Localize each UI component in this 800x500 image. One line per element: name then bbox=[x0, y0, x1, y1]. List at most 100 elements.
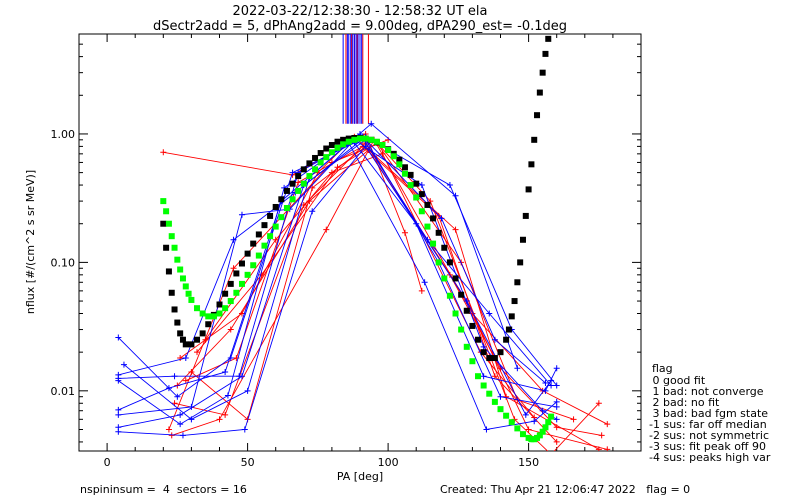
black-fit-point bbox=[418, 191, 425, 198]
blue-data-point bbox=[480, 373, 487, 380]
blue-data-point bbox=[224, 392, 231, 399]
green-fit-point bbox=[317, 159, 324, 166]
blue-data-point bbox=[553, 382, 560, 389]
green-fit-point bbox=[267, 233, 274, 240]
black-fit-point bbox=[519, 236, 526, 243]
black-fit-point bbox=[227, 280, 234, 287]
black-fit-point bbox=[272, 203, 279, 210]
black-fit-point bbox=[430, 215, 437, 222]
blue-data-point bbox=[115, 428, 122, 435]
blue-data-point bbox=[362, 143, 369, 150]
black-fit-point bbox=[508, 313, 515, 320]
green-fit-point bbox=[182, 283, 189, 290]
red-data-point bbox=[323, 226, 330, 233]
black-fit-point bbox=[396, 156, 403, 163]
green-fit-point bbox=[475, 373, 482, 380]
black-fit-point bbox=[475, 336, 482, 343]
blue-data-point bbox=[230, 236, 237, 243]
red-data-point bbox=[258, 271, 265, 278]
green-fit-point bbox=[542, 424, 549, 431]
green-fit-point bbox=[278, 214, 285, 221]
legend-item: 0 good fit bbox=[649, 374, 706, 387]
legend-item: 1 bad: not converge bbox=[649, 385, 764, 398]
black-fit-point bbox=[171, 306, 178, 313]
green-fit-point bbox=[357, 135, 363, 142]
green-fit-point bbox=[379, 142, 386, 149]
red-data-point bbox=[379, 150, 386, 157]
black-fit-point bbox=[323, 145, 330, 152]
red-series-line bbox=[174, 142, 608, 450]
blue-data-point bbox=[289, 169, 296, 176]
black-fit-point bbox=[497, 349, 504, 356]
black-fit-point bbox=[306, 160, 313, 167]
blue-data-point bbox=[446, 182, 453, 189]
black-fit-point bbox=[317, 150, 324, 157]
green-fit-point bbox=[514, 425, 521, 432]
blue-data-point bbox=[165, 385, 172, 392]
blue-data-point bbox=[553, 398, 560, 405]
blue-data-point bbox=[438, 215, 445, 222]
green-fit-point bbox=[283, 205, 290, 212]
black-fit-point bbox=[463, 307, 470, 314]
black-fit-point bbox=[233, 270, 240, 277]
green-fit-point bbox=[328, 149, 335, 156]
green-fit-point bbox=[177, 266, 184, 273]
blue-data-point bbox=[553, 365, 560, 372]
red-data-point bbox=[230, 265, 237, 272]
legend-item: 2 bad: no fit bbox=[649, 396, 720, 409]
black-fit-point bbox=[334, 138, 341, 145]
green-fit-point bbox=[295, 187, 302, 194]
red-series-line bbox=[191, 139, 608, 425]
blue-data-point bbox=[539, 407, 546, 414]
black-fit-point bbox=[312, 154, 319, 161]
blue-data-point bbox=[522, 411, 529, 418]
green-fit-point bbox=[272, 223, 279, 230]
red-data-point bbox=[548, 451, 554, 457]
black-fit-point bbox=[261, 222, 268, 229]
x-tick-label: 100 bbox=[378, 456, 399, 469]
red-data-point bbox=[222, 411, 229, 418]
green-fit-point bbox=[210, 313, 217, 320]
green-fit-point bbox=[323, 154, 330, 161]
black-fit-point bbox=[528, 161, 535, 168]
green-fit-point bbox=[435, 259, 442, 266]
blue-series-line bbox=[118, 145, 552, 436]
black-fit-point bbox=[542, 50, 549, 57]
green-fit-point bbox=[300, 180, 307, 187]
blue-data-point bbox=[418, 182, 425, 189]
black-fit-point bbox=[401, 164, 408, 171]
green-fit-point bbox=[199, 310, 206, 317]
blue-data-point bbox=[497, 393, 504, 400]
black-fit-point bbox=[531, 136, 538, 143]
x-axis-label: PA [deg] bbox=[337, 470, 383, 483]
green-fit-point bbox=[469, 358, 476, 365]
black-fit-point bbox=[340, 136, 347, 143]
green-fit-point bbox=[289, 196, 296, 203]
black-fit-point bbox=[534, 112, 541, 119]
black-fit-point bbox=[469, 322, 476, 329]
black-fit-point bbox=[222, 290, 229, 297]
black-fit-point bbox=[522, 212, 529, 219]
black-fit-point bbox=[179, 336, 186, 343]
black-fit-point bbox=[435, 229, 442, 236]
black-fit-point bbox=[517, 259, 524, 266]
green-fit-point bbox=[160, 198, 167, 205]
legend-item: -4 sus: peaks high var bbox=[649, 451, 771, 464]
chart-title-line1: 2022-03-22/12:38:30 - 12:58:32 UT ela bbox=[233, 4, 488, 19]
red-series-line bbox=[185, 145, 558, 443]
blue-data-point bbox=[238, 211, 245, 218]
green-fit-point bbox=[174, 256, 181, 263]
red-data-point bbox=[598, 432, 605, 439]
blue-data-point bbox=[548, 377, 555, 384]
green-fit-point bbox=[261, 242, 268, 249]
blue-data-point bbox=[514, 365, 521, 372]
blue-data-point bbox=[182, 355, 189, 362]
blue-data-point bbox=[115, 406, 122, 413]
red-data-point bbox=[295, 179, 302, 186]
red-series-line bbox=[205, 153, 535, 418]
green-fit-point bbox=[401, 170, 408, 177]
green-fit-point bbox=[222, 305, 229, 312]
green-fit-point bbox=[413, 194, 420, 201]
red-data-point bbox=[595, 400, 602, 407]
